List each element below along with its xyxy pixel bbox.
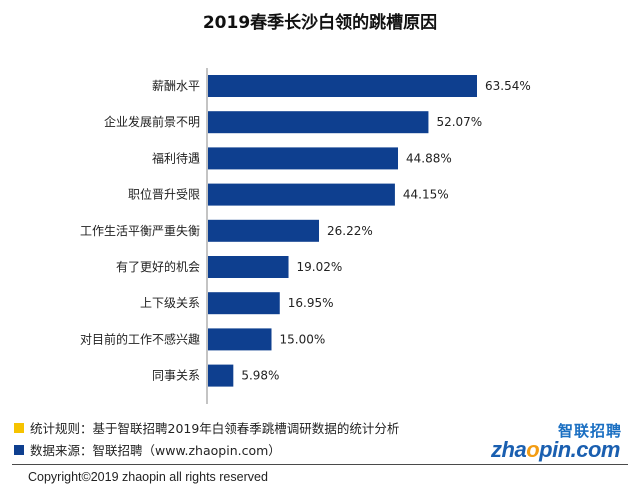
category-label: 福利待遇 <box>152 150 200 165</box>
category-label: 有了更好的机会 <box>116 259 200 274</box>
note-source-text: 数据来源：智联招聘（www.zhaopin.com） <box>30 443 281 458</box>
footer-divider <box>12 464 628 465</box>
copyright-text: Copyright©2019 zhaopin all rights reserv… <box>28 470 268 484</box>
bar <box>208 75 477 97</box>
yellow-marker <box>14 422 24 433</box>
note-source: 数据来源：智联招聘（www.zhaopin.com） <box>14 440 281 459</box>
bar <box>208 256 289 278</box>
logo-en-prefix: zha <box>491 437 527 462</box>
bar <box>208 364 234 387</box>
category-label: 工作生活平衡严重失衡 <box>80 223 200 238</box>
bar <box>208 328 272 351</box>
value-label: 52.07% <box>436 115 482 129</box>
category-label: 职位晋升受限 <box>128 187 200 202</box>
bar <box>208 111 429 134</box>
bar-chart: 薪酬水平 63.54% 企业发展前景不明 52.07% 福利待遇 44.88% 职位晋升受限… <box>80 68 531 404</box>
note-rule-text: 统计规则：基于智联招聘2019年白领春季跳槽调研数据的统计分析 <box>30 421 400 436</box>
category-label: 企业发展前景不明 <box>104 114 200 129</box>
logo-en-text: zhaopin.com <box>491 437 620 463</box>
value-label: 15.00% <box>280 332 326 346</box>
bar <box>208 147 399 170</box>
bar <box>208 292 280 315</box>
category-label: 上下级关系 <box>140 296 200 310</box>
note-rule: 统计规则：基于智联招聘2019年白领春季跳槽调研数据的统计分析 <box>14 418 399 437</box>
zhaopin-logo: 智联招聘 zhaopin.com <box>491 420 630 464</box>
value-label: 16.95% <box>288 296 334 310</box>
logo-en-dot: o <box>526 437 540 462</box>
value-label: 44.15% <box>403 188 449 202</box>
logo-cn-text: 智联招聘 <box>557 422 622 440</box>
value-label: 19.02% <box>297 260 343 274</box>
chart-title: 2019春季长沙白领的跳槽原因 <box>202 13 438 33</box>
logo-en-suffix: pin.com <box>539 437 620 462</box>
category-label: 对目前的工作不感兴趣 <box>80 331 200 346</box>
bar <box>208 183 395 206</box>
bar <box>208 219 320 242</box>
value-label: 5.98% <box>241 369 279 383</box>
value-label: 63.54% <box>485 79 531 93</box>
value-label: 26.22% <box>327 224 373 238</box>
category-label: 同事关系 <box>152 369 200 383</box>
category-label: 薪酬水平 <box>152 79 200 93</box>
blue-marker <box>14 444 24 455</box>
value-label: 44.88% <box>406 151 452 165</box>
